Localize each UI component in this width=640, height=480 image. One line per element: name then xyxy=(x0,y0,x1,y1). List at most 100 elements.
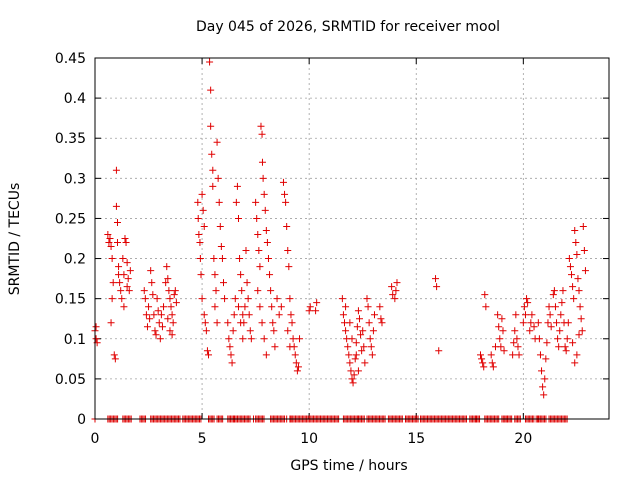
data-point xyxy=(164,275,172,283)
data-point xyxy=(156,335,164,343)
x-tick-label: 10 xyxy=(300,431,318,447)
data-point xyxy=(203,347,211,355)
data-point xyxy=(542,355,550,363)
data-point xyxy=(554,335,562,343)
data-point xyxy=(267,287,275,295)
data-point xyxy=(212,287,220,295)
data-point xyxy=(524,299,532,307)
data-point xyxy=(573,251,581,259)
data-point xyxy=(346,319,354,327)
data-point xyxy=(167,303,175,311)
data-point xyxy=(113,218,121,226)
data-point xyxy=(160,303,168,311)
y-tick-label: 0.35 xyxy=(55,131,86,147)
data-point xyxy=(534,319,542,327)
data-point xyxy=(566,263,574,271)
data-point xyxy=(563,335,571,343)
data-point xyxy=(92,323,100,331)
data-point xyxy=(291,351,299,359)
data-point xyxy=(119,255,127,263)
data-point xyxy=(481,291,489,299)
data-point xyxy=(253,214,261,222)
data-point xyxy=(258,130,266,138)
data-point xyxy=(478,355,486,363)
data-point xyxy=(482,303,490,311)
data-point xyxy=(234,214,242,222)
data-point xyxy=(348,375,356,383)
data-point xyxy=(259,174,267,182)
data-point xyxy=(245,311,253,319)
data-point xyxy=(540,391,548,399)
data-point xyxy=(285,263,293,271)
data-point xyxy=(112,166,120,174)
data-point xyxy=(574,275,582,283)
data-point xyxy=(286,295,294,303)
data-point xyxy=(238,287,246,295)
data-point xyxy=(562,347,570,355)
data-point xyxy=(207,122,215,130)
data-point xyxy=(528,311,536,319)
data-point xyxy=(254,230,262,238)
data-point xyxy=(433,283,441,291)
data-point xyxy=(511,327,519,335)
data-point xyxy=(364,303,372,311)
data-point xyxy=(564,319,572,327)
data-point xyxy=(361,359,369,367)
data-point xyxy=(496,335,504,343)
data-point xyxy=(354,307,362,315)
data-point xyxy=(515,351,523,359)
data-point xyxy=(262,351,270,359)
data-point xyxy=(237,319,245,327)
data-point xyxy=(260,190,268,198)
data-point xyxy=(365,319,373,327)
data-point xyxy=(273,295,281,303)
data-point xyxy=(573,351,581,359)
data-point xyxy=(242,247,250,255)
data-point xyxy=(169,319,177,327)
data-point xyxy=(523,295,531,303)
data-point xyxy=(124,275,132,283)
data-point xyxy=(514,343,522,351)
data-point xyxy=(296,335,304,343)
data-point xyxy=(347,367,355,375)
data-point xyxy=(205,351,213,359)
data-point xyxy=(227,351,235,359)
data-point xyxy=(213,138,221,146)
data-point xyxy=(577,315,585,323)
data-point xyxy=(153,295,161,303)
data-point xyxy=(263,239,271,247)
data-point xyxy=(271,343,279,351)
y-axis-label: SRMTID / TECUs xyxy=(7,183,23,296)
data-point xyxy=(210,255,218,263)
data-point xyxy=(368,351,376,359)
y-tick-label: 0.2 xyxy=(64,252,86,268)
data-point xyxy=(499,327,507,335)
data-point xyxy=(116,279,124,287)
data-point xyxy=(277,303,285,311)
data-point xyxy=(146,315,154,323)
data-point xyxy=(170,291,178,299)
data-point xyxy=(122,239,130,247)
plot-points xyxy=(91,58,589,423)
data-point xyxy=(338,295,346,303)
data-point xyxy=(239,311,247,319)
data-point xyxy=(168,331,176,339)
data-point xyxy=(282,198,290,206)
data-point xyxy=(266,271,274,279)
data-point xyxy=(209,166,217,174)
data-point xyxy=(488,359,496,367)
data-point xyxy=(194,214,202,222)
data-point xyxy=(526,327,534,335)
data-point xyxy=(155,319,163,327)
data-point xyxy=(569,283,577,291)
data-point xyxy=(350,371,358,379)
data-point xyxy=(150,311,158,319)
data-point xyxy=(262,226,270,234)
data-point xyxy=(579,222,587,230)
data-point xyxy=(547,323,555,331)
data-point xyxy=(149,291,157,299)
data-point xyxy=(352,339,360,347)
y-tick-label: 0.15 xyxy=(55,292,86,308)
data-point xyxy=(109,279,117,287)
y-tick-labels: 0 0.05 0.1 0.15 0.2 0.25 0.3 0.35 0.4 0.45 xyxy=(55,51,86,428)
